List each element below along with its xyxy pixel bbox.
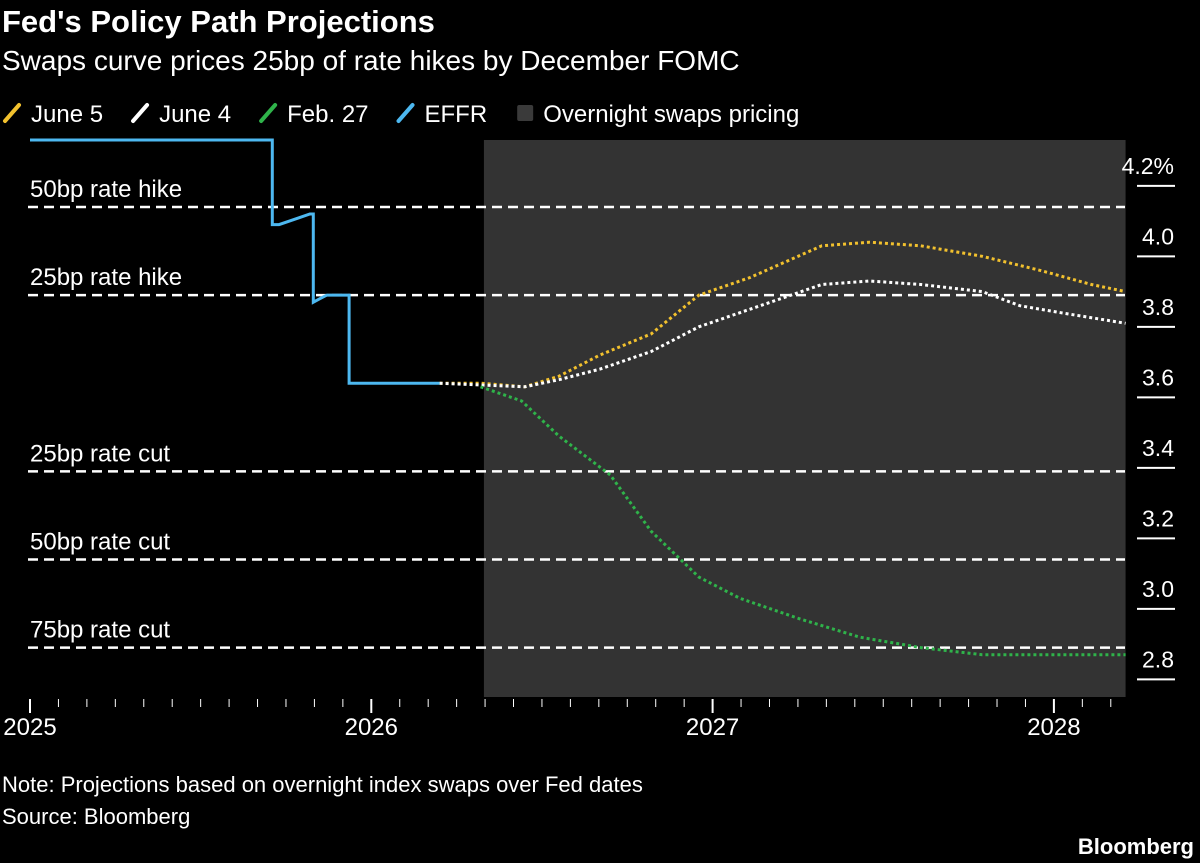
legend-swatch: [517, 105, 534, 121]
reference-label: 50bp rate hike: [30, 176, 182, 203]
legend: June 5 June 4 Feb. 27 EFFR Overnight swaps p…: [3, 101, 799, 128]
y-tick-label: 4.0: [1142, 223, 1174, 249]
x-tick-label: 2028: [1027, 714, 1080, 741]
legend-label: June 5: [31, 101, 103, 128]
y-tick-label: 3.4: [1142, 435, 1174, 461]
y-tick-label: 2.8: [1142, 646, 1174, 672]
reference-label: 25bp rate cut: [30, 440, 170, 467]
x-tick-label: 2025: [3, 714, 56, 741]
source: Source: Bloomberg: [2, 804, 190, 829]
legend-label: June 4: [159, 101, 231, 128]
y-tick-label: 3.6: [1142, 364, 1174, 390]
legend-label: Overnight swaps pricing: [543, 101, 799, 128]
x-tick-label: 2026: [345, 714, 398, 741]
y-tick-label: 3.0: [1142, 576, 1174, 602]
chart-subtitle: Swaps curve prices 25bp of rate hikes by…: [2, 45, 740, 76]
chart-title: Fed's Policy Path Projections: [2, 4, 435, 39]
note: Note: Projections based on overnight ind…: [2, 772, 643, 797]
legend-swatch: [131, 103, 150, 123]
legend-swatch: [3, 103, 21, 123]
x-tick-label: 2027: [686, 714, 739, 741]
series-line: [439, 279, 1126, 389]
y-tick-label: 4.2%: [1122, 153, 1174, 179]
legend-label: EFFR: [425, 101, 488, 128]
shaded-region: [483, 140, 1126, 697]
legend-label: Feb. 27: [287, 101, 368, 128]
reference-label: 50bp rate cut: [30, 529, 170, 556]
series-line: [30, 138, 440, 385]
legend-swatch: [396, 103, 415, 123]
reference-label: 25bp rate hike: [30, 264, 182, 291]
y-tick-label: 3.2: [1142, 505, 1174, 531]
plot-area: 2025 2026 2027 2028 4.2% 4.0 3.8 3.6 3.4 3.2 3.0 2.…: [3, 138, 1175, 741]
y-tick-label: 3.8: [1142, 294, 1174, 320]
series-line: [480, 385, 1126, 657]
brand: Bloomberg: [1078, 834, 1194, 859]
reference-label: 75bp rate cut: [30, 617, 170, 644]
legend-swatch: [259, 103, 278, 123]
